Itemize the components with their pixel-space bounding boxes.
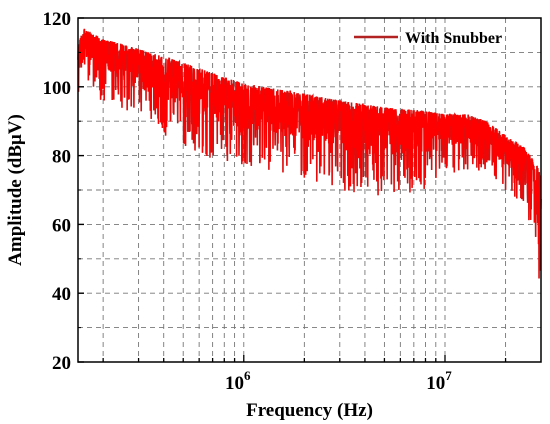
axis-ticks [78, 17, 507, 363]
legend: With Snubber [354, 30, 502, 47]
series-line [77, 28, 542, 279]
x-tick-label: 106 [225, 368, 251, 394]
y-tick-label: 100 [43, 78, 72, 99]
series-with-snubber [77, 28, 542, 279]
x-tick-label: 107 [426, 368, 452, 394]
grid [78, 18, 541, 362]
y-tick-label: 40 [52, 284, 71, 305]
x-tick-labels: 106 107 [225, 368, 452, 394]
x-axis-title: Frequency (Hz) [246, 400, 373, 421]
y-tick-label: 60 [52, 215, 71, 236]
y-tick-label: 120 [43, 9, 72, 30]
y-axis-title: Amplitude (dBμV) [5, 114, 26, 266]
y-tick-labels: 20 40 60 80 100 120 [43, 9, 72, 374]
y-tick-label: 20 [52, 353, 71, 374]
legend-label-with-snubber: With Snubber [405, 30, 502, 47]
y-tick-label: 80 [52, 147, 71, 168]
